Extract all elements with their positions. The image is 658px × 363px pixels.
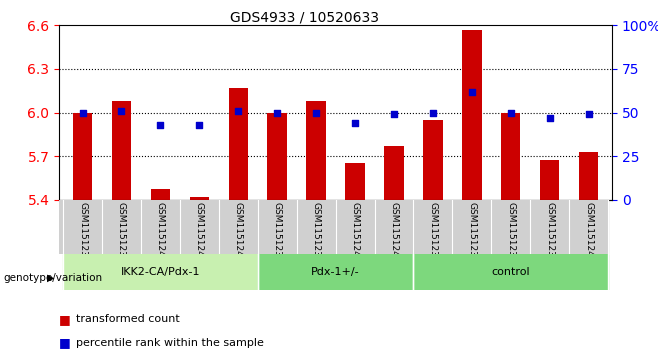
- Point: [194, 122, 205, 128]
- Bar: [228, 88, 248, 200]
- Bar: [151, 189, 170, 200]
- Bar: [307, 101, 326, 200]
- Text: GSM1151242: GSM1151242: [390, 203, 399, 263]
- Text: GSM1151245: GSM1151245: [234, 203, 243, 263]
- Text: transformed count: transformed count: [76, 314, 180, 325]
- Point: [544, 115, 555, 121]
- Bar: [73, 113, 92, 200]
- Point: [467, 89, 477, 94]
- Text: ▶: ▶: [47, 273, 55, 283]
- Point: [428, 110, 438, 115]
- Bar: [190, 197, 209, 200]
- Bar: [384, 146, 404, 200]
- Bar: [423, 120, 443, 200]
- Bar: [462, 30, 482, 200]
- Text: GDS4933 / 10520633: GDS4933 / 10520633: [230, 11, 379, 25]
- Text: ■: ■: [59, 313, 71, 326]
- Text: GSM1151232: GSM1151232: [428, 203, 438, 263]
- Text: GSM1151241: GSM1151241: [351, 203, 359, 263]
- Point: [116, 108, 127, 114]
- Bar: [540, 160, 559, 200]
- Point: [584, 111, 594, 117]
- Text: IKK2-CA/Pdx-1: IKK2-CA/Pdx-1: [120, 267, 200, 277]
- Text: control: control: [492, 267, 530, 277]
- Point: [155, 122, 166, 128]
- Text: GSM1151239: GSM1151239: [545, 203, 554, 263]
- Text: GSM1151236: GSM1151236: [506, 203, 515, 263]
- Point: [505, 110, 516, 115]
- Text: GSM1151237: GSM1151237: [312, 203, 320, 263]
- Bar: [112, 101, 131, 200]
- Text: GSM1151243: GSM1151243: [584, 203, 593, 263]
- Bar: [579, 152, 598, 200]
- Text: GSM1151244: GSM1151244: [195, 203, 204, 263]
- Bar: [501, 113, 520, 200]
- Text: GSM1151238: GSM1151238: [117, 203, 126, 263]
- Text: GSM1151240: GSM1151240: [156, 203, 165, 263]
- Text: Pdx-1+/-: Pdx-1+/-: [311, 267, 360, 277]
- Text: ■: ■: [59, 337, 71, 350]
- Bar: [258, 254, 413, 290]
- Point: [350, 120, 361, 126]
- Point: [233, 108, 243, 114]
- Text: genotype/variation: genotype/variation: [3, 273, 103, 283]
- Text: GSM1151234: GSM1151234: [272, 203, 282, 263]
- Bar: [63, 254, 258, 290]
- Point: [272, 110, 282, 115]
- Bar: [413, 254, 608, 290]
- Point: [77, 110, 88, 115]
- Point: [389, 111, 399, 117]
- Text: GSM1151235: GSM1151235: [467, 203, 476, 263]
- Bar: [267, 113, 287, 200]
- Bar: [345, 163, 365, 200]
- Point: [311, 110, 321, 115]
- Text: GSM1151233: GSM1151233: [78, 203, 87, 263]
- Text: percentile rank within the sample: percentile rank within the sample: [76, 338, 264, 348]
